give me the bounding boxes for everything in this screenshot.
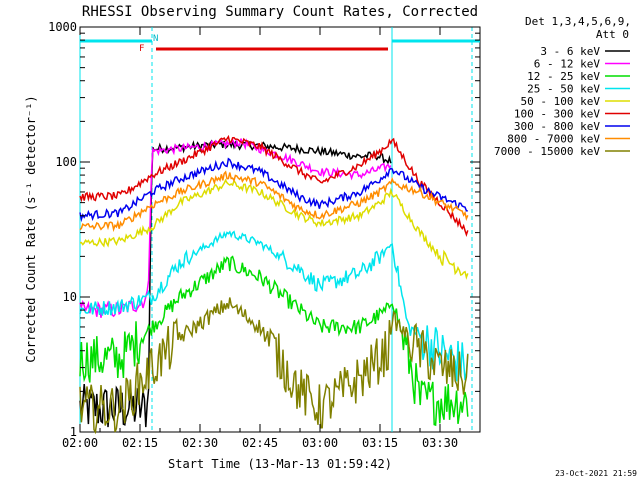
x-tick-label: 02:15: [122, 436, 158, 450]
night-label: N: [153, 34, 158, 44]
series-lines: [79, 134, 469, 435]
x-axis-ticks: 02:00 02:15 02:30 02:45 03:00 03:15 03:30: [62, 27, 481, 450]
legend-label: 50 - 100 keV: [521, 95, 601, 108]
series-line: [79, 157, 468, 223]
x-tick-label: 03:15: [362, 436, 398, 450]
x-tick-label: 02:45: [242, 436, 278, 450]
series-line: [79, 134, 469, 237]
series-line: [79, 230, 469, 382]
series-line: [79, 255, 469, 427]
y-tick-label: 100: [55, 155, 77, 169]
x-tick-label: 03:30: [422, 436, 458, 450]
x-tick-label: 02:00: [62, 436, 98, 450]
legend-subtitle: Att 0: [596, 28, 629, 41]
series-line: [79, 137, 392, 318]
plot-area: 02:00 02:15 02:30 02:45 03:00 03:15 03:30 1101…: [48, 20, 481, 450]
legend-label: 12 - 25 keV: [527, 70, 600, 83]
x-tick-label: 03:00: [302, 436, 338, 450]
x-axis-label: Start Time (13-Mar-13 01:59:42): [168, 457, 392, 471]
legend-label: 300 - 800 keV: [514, 120, 600, 133]
legend-label: 800 - 7000 keV: [507, 133, 600, 146]
interval-lines: [79, 27, 473, 432]
legend-label: 25 - 50 keV: [527, 83, 600, 96]
y-tick-label: 10: [63, 290, 77, 304]
y-tick-label: 1: [70, 425, 77, 439]
footer-timestamp: 23-Oct-2021 21:59: [555, 469, 637, 478]
x-tick-label: 02:30: [182, 436, 218, 450]
y-tick-label: 1000: [48, 20, 77, 34]
legend-label: 6 - 12 keV: [534, 58, 601, 71]
series-line: [79, 170, 469, 233]
flare-label: F: [139, 44, 144, 54]
series-line: [79, 297, 469, 435]
chart-title: RHESSI Observing Summary Count Rates, Co…: [82, 4, 478, 20]
legend-label: 3 - 6 keV: [540, 45, 600, 58]
legend-label: 100 - 300 keV: [514, 108, 600, 121]
y-axis-label: Corrected Count Rate (s⁻¹ detector⁻¹): [24, 95, 38, 362]
y-axis-ticks: 1 10 100 1000: [48, 20, 480, 439]
legend-title: Det 1,3,4,5,6,9,: [525, 15, 631, 28]
night-bars: [80, 39, 480, 51]
series-line: [79, 178, 469, 280]
legend-label: 7000 - 15000 keV: [494, 145, 600, 158]
